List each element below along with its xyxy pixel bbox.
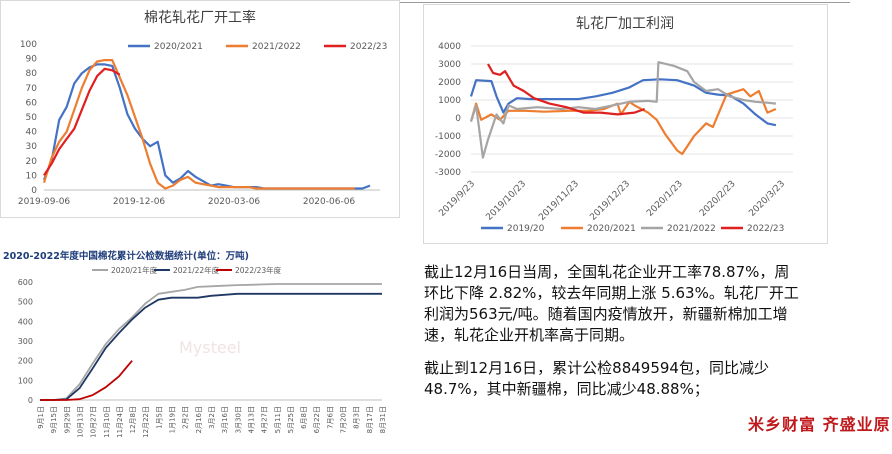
y-tick-label: -1000 [435, 132, 461, 142]
y-tick-label: 0 [28, 396, 33, 405]
x-tick-label: 9月1日 [37, 406, 45, 429]
legend-label: 2019/20 [507, 224, 545, 234]
y-tick-label: 2000 [438, 78, 461, 88]
x-tick-label: 2月16日 [195, 406, 203, 433]
series-line-2022/23 [43, 67, 121, 176]
x-tick-label: 6月22日 [313, 406, 321, 433]
summary-text: 截止12月16日当周，全国轧花企业开工率78.87%，周环比下降 2.82%，较… [424, 262, 804, 412]
legend-label: 2020/2021 [154, 42, 203, 52]
x-tick-label: 5月11日 [274, 406, 282, 433]
x-tick-label: 11月10日 [103, 406, 111, 438]
chart-title: 轧花厂加工利润 [576, 16, 674, 32]
x-tick-label: 8月3日 [353, 406, 361, 429]
y-tick-label: 100 [20, 40, 37, 50]
chart-title: 棉花轧花厂开工率 [144, 9, 256, 26]
x-tick-label: 7月20日 [340, 406, 348, 433]
x-tick-label: 7月6日 [326, 406, 334, 429]
x-tick-label: 1月19日 [169, 406, 177, 433]
x-tick-label: 3月16日 [221, 406, 229, 433]
x-tick-label: 8月17日 [366, 406, 374, 433]
y-tick-label: 0 [455, 114, 461, 124]
series-line-2021/22年度 [40, 292, 382, 401]
y-tick-label: 90 [26, 55, 38, 65]
x-tick-label: 10月27日 [90, 406, 98, 438]
chart-frame [0, 0, 400, 218]
x-tick-label: 4月13日 [247, 406, 255, 433]
x-tick-label: 2月2日 [182, 406, 190, 429]
y-tick-label: -3000 [435, 168, 461, 178]
chart-frame [423, 4, 828, 244]
y-tick-label: 100 [18, 376, 33, 385]
summary-paragraph-1: 截止12月16日当周，全国轧花企业开工率78.87%，周环比下降 2.82%，较… [424, 263, 799, 344]
x-tick-label: 4月27日 [261, 406, 269, 433]
brand-logo: 米乡财富 齐盛业原 [748, 415, 891, 434]
y-tick-label: 30 [26, 142, 38, 152]
chart-title: 2020-2022年度中国棉花累计公检数据统计(单位：万吨) [3, 250, 249, 262]
chart-inspection-panel: 2020-2022年度中国棉花累计公检数据统计(单位：万吨) 0 100 200 300… [0, 248, 395, 452]
x-tick-label: 2020-06-06 [303, 197, 356, 207]
top-divider [0, 2, 850, 3]
y-tick-label: 60 [26, 98, 38, 108]
x-tick-label: 2020-03-06 [208, 197, 261, 207]
y-tick-label: 0 [31, 186, 37, 196]
x-tick-label: 6月8日 [300, 406, 308, 429]
chart-profit: 轧花厂加工利润 -3000 -2000 -1000 0 1000 2000 3000 4000 2… [423, 4, 828, 244]
y-tick-label: 50 [26, 113, 38, 123]
y-tick-label: -2000 [435, 150, 461, 160]
y-tick-label: 40 [26, 128, 38, 138]
y-tick-label: 300 [18, 337, 33, 346]
x-tick-label: 12月22日 [142, 406, 150, 438]
y-tick-label: 600 [18, 278, 33, 287]
y-tick-label: 400 [18, 317, 33, 326]
summary-paragraph-2: 截止到12月16日，累计公检8849594包，同比减少48.7%，其中新疆棉，同… [424, 359, 769, 398]
watermark: Mysteel [179, 338, 241, 357]
chart-inspection: 2020-2022年度中国棉花累计公检数据统计(单位：万吨) 0 100 200 300… [3, 250, 387, 438]
x-tick-label: 3月2日 [208, 406, 216, 429]
x-tick-label: 1月5日 [155, 406, 163, 429]
legend-label: 2022/23 [747, 224, 784, 234]
x-tick-label: 9月29日 [63, 406, 71, 433]
chart-profit-panel: 轧花厂加工利润 -3000 -2000 -1000 0 1000 2000 3000 4000 2… [423, 4, 828, 244]
x-tick-label: 8月31日 [379, 406, 387, 433]
legend-label: 2020/2021 [587, 224, 636, 234]
y-tick-label: 3000 [438, 60, 461, 70]
series-line-2021/2022 [42, 58, 355, 190]
y-tick-label: 10 [26, 171, 38, 181]
y-tick-label: 80 [26, 69, 38, 79]
legend-label: 2021/22年度 [173, 265, 220, 275]
legend-label: 2022/23年度 [235, 265, 282, 275]
x-tick-label: 11月24日 [116, 406, 124, 438]
y-tick-label: 500 [18, 298, 33, 307]
x-tick-label: 12月8日 [129, 406, 137, 433]
x-tick-label: 5月25日 [287, 406, 295, 433]
legend-label: 2021/2022 [667, 224, 716, 234]
y-tick-label: 200 [18, 357, 33, 366]
series-line-2022/23 [487, 63, 646, 116]
x-tick-label: 2019-09-06 [18, 197, 71, 207]
series-line-2022/23年度 [40, 360, 133, 401]
x-tick-label: 9月15日 [50, 406, 58, 433]
chart-utilization: 棉花轧花厂开工率 0 10 20 30 40 50 60 70 80 90 100 2019-09-06… [0, 0, 400, 218]
y-tick-label: 70 [26, 84, 38, 94]
series-line-2020/21年度 [40, 283, 382, 401]
x-tick-label: 2019-12-06 [113, 197, 166, 207]
legend-label: 2021/2022 [252, 42, 301, 52]
series-line-2021/2022 [469, 61, 777, 159]
chart-utilization-panel: 棉花轧花厂开工率 0 10 20 30 40 50 60 70 80 90 100 2019-09-06… [0, 0, 400, 218]
y-tick-label: 1000 [438, 96, 461, 106]
x-tick-label: 3月30日 [234, 406, 242, 433]
x-tick-label: 10月13日 [76, 406, 84, 438]
legend-label: 2022/23 [350, 42, 387, 52]
legend-label: 2020/21年度 [111, 265, 158, 275]
y-tick-label: 4000 [438, 42, 461, 52]
y-tick-label: 20 [26, 157, 38, 167]
